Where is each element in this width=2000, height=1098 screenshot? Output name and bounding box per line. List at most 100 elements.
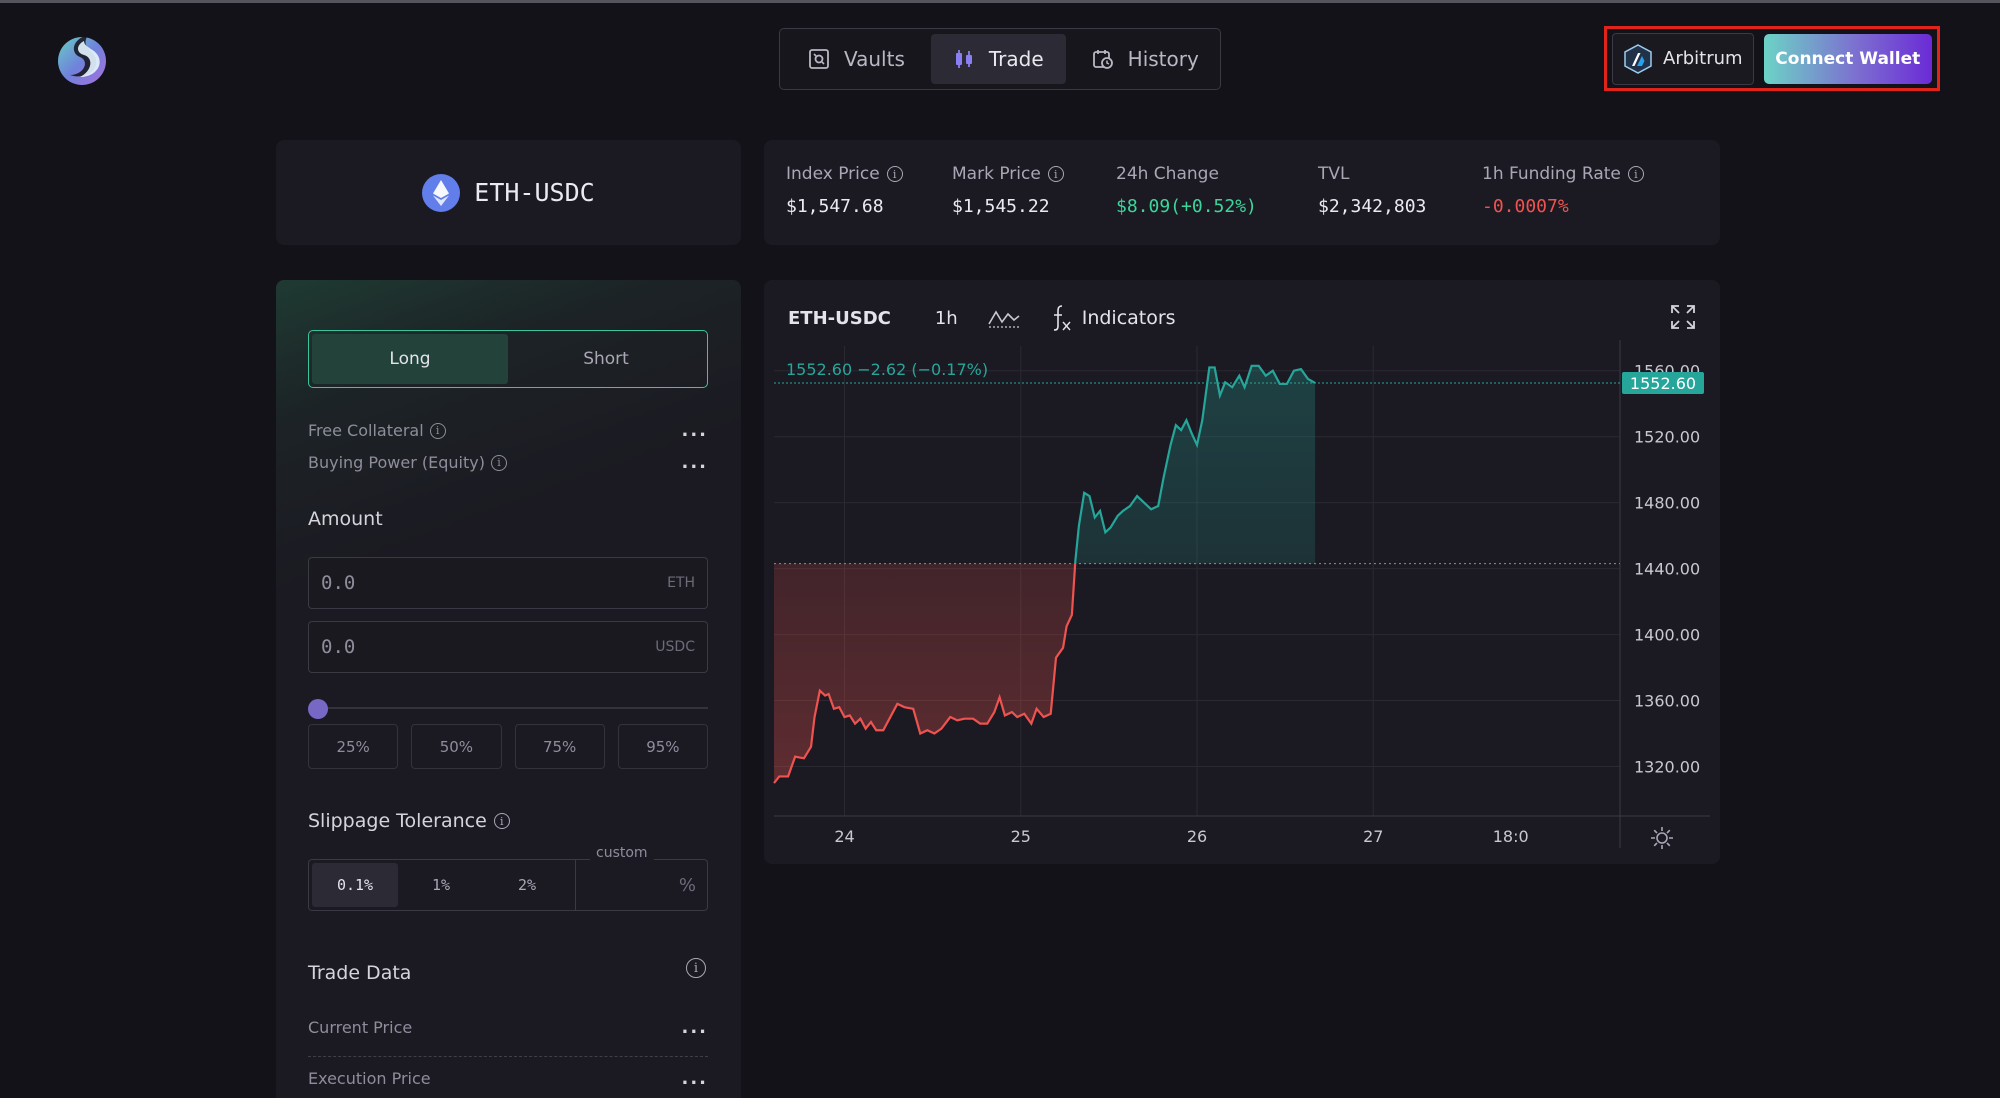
chart-legend: 1552.60 −2.62 (−0.17%)	[786, 360, 989, 379]
execution-price-row: Execution Price ...	[308, 1068, 708, 1089]
amount-slider[interactable]	[308, 698, 708, 719]
y-tick-label: 1480.00	[1634, 494, 1700, 513]
slippage-custom-input[interactable]	[584, 876, 675, 894]
candlestick-icon	[955, 50, 972, 68]
amount-usdc-field[interactable]: USDC	[308, 621, 708, 673]
info-icon[interactable]: i	[1627, 166, 1644, 182]
last-price-label: 1552.60	[1630, 374, 1696, 393]
slippage-custom-unit: %	[678, 874, 696, 896]
y-tick-label: 1520.00	[1634, 428, 1700, 447]
fullscreen-icon[interactable]	[1670, 304, 1696, 330]
y-tick-label: 1400.00	[1634, 626, 1700, 645]
network-selector-button[interactable]: Arbitrum	[1612, 32, 1754, 85]
percent-buttons: 25% 50% 75% 95%	[308, 724, 708, 769]
stat-funding-rate: 1h Funding Rate i -0.0007%	[1482, 164, 1662, 245]
info-icon[interactable]: i	[429, 422, 446, 439]
chart-toolbar: ETH-USDC 1h Indicators	[788, 302, 1176, 334]
stat-label: 1h Funding Rate	[1482, 164, 1621, 184]
stat-value: $8.09(+0.52%)	[1116, 196, 1257, 217]
info-icon[interactable]: i	[493, 813, 510, 829]
x-tick-label: 18:0	[1493, 827, 1529, 846]
order-panel: Long Short Free Collateral i ... Buying P…	[276, 280, 741, 1098]
function-icon	[1053, 305, 1071, 331]
main-nav: Vaults Trade History	[779, 28, 1221, 90]
market-stats: Index Price i $1,547.68 Mark Price i $1,54…	[764, 140, 1720, 245]
chart-settings-icon[interactable]	[1650, 826, 1674, 850]
stat-24h-change: 24h Change $8.09(+0.52%)	[1116, 164, 1318, 245]
info-icon[interactable]: i	[490, 454, 507, 471]
last-price-tag	[1622, 371, 1704, 394]
vault-icon	[809, 49, 829, 69]
long-button[interactable]: Long	[312, 334, 508, 384]
area-below-baseline	[774, 563, 1076, 784]
slippage-custom-label: custom	[590, 845, 654, 861]
info-icon[interactable]: i	[1047, 166, 1064, 182]
wallet-controls: Arbitrum Connect Wallet	[1604, 26, 1940, 91]
stat-label: 24h Change	[1116, 164, 1219, 184]
y-tick-label: 1440.00	[1634, 560, 1700, 579]
area-above-baseline	[774, 365, 1316, 564]
short-button[interactable]: Short	[583, 349, 629, 369]
trade-data-title: Trade Data	[308, 962, 412, 984]
price-chart[interactable]: 1320.00 1360.00 1400.00 1440.00 1480.00 1520.…	[764, 280, 1720, 864]
current-price-label: Current Price	[308, 1018, 413, 1037]
nav-history-label: History	[1127, 47, 1199, 71]
nav-history[interactable]: History	[1070, 34, 1221, 84]
window-top-border	[0, 0, 2000, 3]
slippage-custom-field[interactable]: custom %	[575, 845, 704, 911]
x-tick-label: 27	[1363, 827, 1383, 846]
stat-tvl: TVL $2,342,803	[1318, 164, 1482, 245]
divider	[308, 1056, 708, 1057]
slider-track	[308, 707, 708, 709]
history-icon	[1092, 50, 1113, 69]
percent-75-button[interactable]: 75%	[514, 724, 605, 769]
price-line-up	[1074, 364, 1316, 564]
ethereum-icon	[422, 173, 461, 212]
slippage-selector: 0.1% 1% 2% custom %	[308, 845, 708, 911]
slippage-option-0.1[interactable]: 0.1%	[312, 863, 398, 907]
y-tick-label: 1360.00	[1634, 692, 1700, 711]
y-tick-label: 1320.00	[1634, 758, 1700, 777]
amount-eth-input[interactable]	[321, 572, 571, 594]
nav-vaults[interactable]: Vaults	[786, 34, 927, 84]
price-chart-card: 1320.00 1360.00 1400.00 1440.00 1480.00 1520.…	[764, 280, 1720, 864]
chart-type-icon[interactable]	[988, 306, 1020, 330]
chart-symbol[interactable]: ETH-USDC	[788, 307, 891, 329]
buying-power-row: Buying Power (Equity) i ...	[308, 452, 708, 473]
execution-price-value: ...	[681, 1068, 708, 1089]
amount-eth-field[interactable]: ETH	[308, 557, 708, 609]
arbitrum-icon	[1624, 43, 1652, 74]
chart-interval[interactable]: 1h	[934, 307, 958, 329]
percent-50-button[interactable]: 50%	[411, 724, 502, 769]
free-collateral-value: ...	[681, 420, 708, 441]
nav-trade[interactable]: Trade	[930, 34, 1066, 84]
network-label: Arbitrum	[1663, 48, 1743, 69]
market-pair-card[interactable]: ETH-USDC	[276, 140, 741, 245]
connect-wallet-button[interactable]: Connect Wallet	[1763, 33, 1932, 84]
stat-label: TVL	[1318, 164, 1350, 184]
stat-value: $1,547.68	[786, 196, 884, 217]
long-short-toggle: Long Short	[308, 330, 708, 388]
trade-data-info-icon[interactable]: i	[686, 958, 706, 978]
buying-power-label: Buying Power (Equity)	[308, 453, 485, 472]
indicators-label: Indicators	[1081, 307, 1176, 329]
percent-95-button[interactable]: 95%	[617, 724, 708, 769]
stat-label: Mark Price	[952, 164, 1041, 184]
stat-mark-price: Mark Price i $1,545.22	[952, 164, 1116, 245]
free-collateral-label: Free Collateral	[308, 421, 424, 440]
indicators-button[interactable]: Indicators	[1050, 304, 1176, 332]
slider-handle[interactable]	[308, 699, 328, 719]
current-price-row: Current Price ...	[308, 1017, 708, 1038]
percent-25-button[interactable]: 25%	[308, 724, 399, 769]
app-logo-icon[interactable]	[54, 31, 110, 87]
buying-power-value: ...	[681, 452, 708, 473]
stat-label: Index Price	[786, 164, 880, 184]
current-price-value: ...	[681, 1017, 708, 1038]
x-tick-label: 24	[834, 827, 854, 846]
slippage-option-2[interactable]: 2%	[517, 876, 537, 894]
slippage-option-1[interactable]: 1%	[431, 876, 451, 894]
amount-usdc-input[interactable]	[321, 636, 571, 658]
stat-value: $1,545.22	[952, 196, 1050, 217]
amount-title: Amount	[308, 508, 383, 530]
info-icon[interactable]: i	[886, 166, 903, 182]
